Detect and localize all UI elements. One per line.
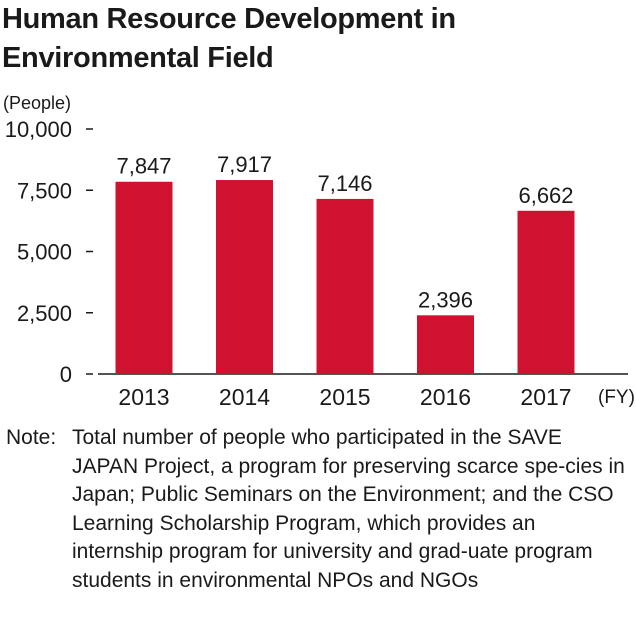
- x-tick-label: 2016: [420, 384, 471, 410]
- y-tick-label: 2,500: [17, 301, 72, 326]
- y-tick-label: 10,000: [5, 117, 72, 142]
- bar: [417, 315, 474, 374]
- data-label: 2,396: [418, 287, 473, 312]
- bar: [115, 181, 173, 374]
- note-text: Total number of people who participated …: [72, 426, 625, 592]
- bar: [216, 180, 273, 374]
- x-axis-label: (FY): [598, 387, 635, 408]
- bar: [517, 210, 575, 374]
- bar-layer: 7,847 7,917 7,146 2,396 6,662: [115, 152, 575, 374]
- y-axis-label: (People): [3, 93, 71, 113]
- data-label: 7,917: [217, 152, 272, 177]
- x-tick-label: 2015: [319, 384, 370, 410]
- x-tick-label: 2017: [520, 384, 571, 410]
- y-tick-label: 5,000: [17, 240, 72, 265]
- data-label: 6,662: [518, 183, 573, 208]
- axis-layer: (People) 0 2,500 5,000 7,500 10,000 2013 2014 20…: [3, 93, 635, 410]
- data-label: 7,847: [116, 154, 171, 179]
- x-tick-label: 2013: [118, 384, 169, 410]
- bar: [316, 198, 374, 374]
- note-label: Note:: [6, 426, 57, 449]
- chart-title: Human Resource Development in Environmen…: [2, 3, 456, 74]
- data-label: 7,146: [317, 171, 372, 196]
- y-tick-label: 7,500: [17, 178, 72, 203]
- y-tick-label: 0: [60, 362, 72, 387]
- bar-chart: (People) 0 2,500 5,000 7,500 10,000 2013 2014 20…: [3, 93, 635, 410]
- x-tick-label: 2014: [219, 384, 270, 410]
